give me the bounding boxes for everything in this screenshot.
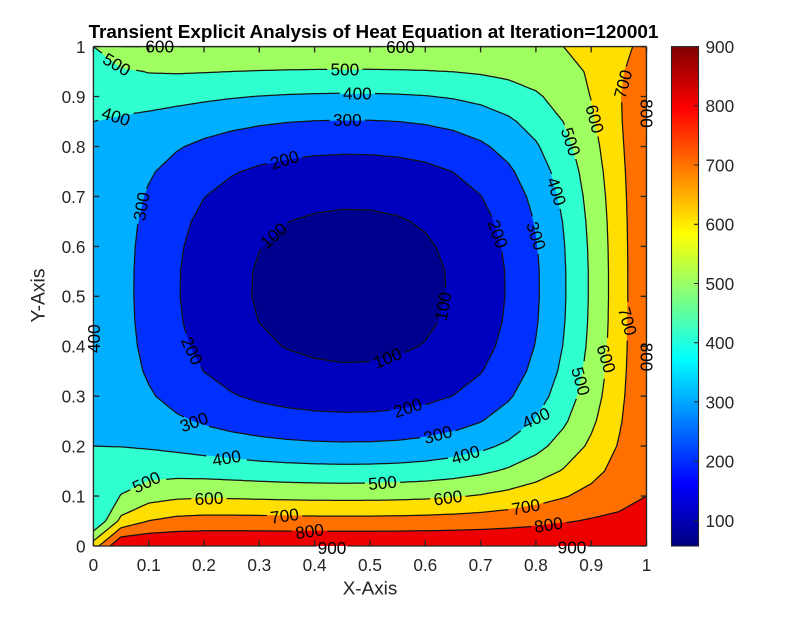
svg-text:0: 0 bbox=[76, 536, 86, 556]
svg-text:300: 300 bbox=[129, 191, 154, 223]
svg-text:0.4: 0.4 bbox=[62, 337, 86, 357]
svg-text:900: 900 bbox=[706, 37, 735, 57]
svg-text:0.5: 0.5 bbox=[358, 555, 382, 575]
svg-text:600: 600 bbox=[145, 37, 174, 57]
svg-text:X-Axis: X-Axis bbox=[343, 579, 398, 600]
svg-text:0.3: 0.3 bbox=[247, 555, 271, 575]
svg-text:0.5: 0.5 bbox=[62, 287, 86, 307]
svg-text:700: 700 bbox=[706, 155, 735, 175]
svg-text:400: 400 bbox=[84, 324, 104, 353]
svg-text:500: 500 bbox=[706, 274, 735, 294]
svg-text:900: 900 bbox=[318, 538, 347, 558]
svg-text:0.1: 0.1 bbox=[137, 555, 161, 575]
svg-text:0.8: 0.8 bbox=[524, 555, 548, 575]
svg-text:0.2: 0.2 bbox=[192, 555, 216, 575]
svg-text:600: 600 bbox=[706, 215, 735, 235]
svg-text:Y-Axis: Y-Axis bbox=[29, 269, 50, 323]
svg-text:900: 900 bbox=[558, 538, 587, 558]
svg-text:600: 600 bbox=[386, 37, 415, 57]
svg-text:1: 1 bbox=[642, 555, 652, 575]
svg-text:700: 700 bbox=[510, 494, 542, 519]
svg-text:0.9: 0.9 bbox=[579, 555, 603, 575]
svg-text:0: 0 bbox=[89, 555, 99, 575]
svg-text:0.7: 0.7 bbox=[62, 187, 86, 207]
svg-text:800: 800 bbox=[533, 513, 564, 537]
svg-text:600: 600 bbox=[194, 488, 224, 509]
svg-text:0.6: 0.6 bbox=[413, 555, 437, 575]
svg-text:800: 800 bbox=[294, 519, 325, 543]
svg-text:500: 500 bbox=[330, 59, 359, 79]
svg-text:200: 200 bbox=[706, 452, 735, 472]
svg-text:0.6: 0.6 bbox=[62, 237, 86, 257]
svg-text:800: 800 bbox=[706, 96, 735, 116]
svg-text:800: 800 bbox=[637, 99, 657, 128]
svg-text:Transient Explicit Analysis of: Transient Explicit Analysis of Heat Equa… bbox=[89, 22, 659, 43]
svg-text:0.9: 0.9 bbox=[62, 87, 86, 107]
svg-text:0.2: 0.2 bbox=[62, 437, 86, 457]
svg-text:100: 100 bbox=[706, 511, 735, 531]
svg-text:0.7: 0.7 bbox=[469, 555, 493, 575]
svg-text:600: 600 bbox=[432, 486, 463, 510]
svg-text:400: 400 bbox=[211, 446, 243, 471]
svg-text:0.8: 0.8 bbox=[62, 137, 86, 157]
svg-text:500: 500 bbox=[367, 472, 397, 494]
svg-text:400: 400 bbox=[343, 83, 372, 103]
svg-text:100: 100 bbox=[431, 290, 456, 322]
svg-text:0.3: 0.3 bbox=[62, 387, 86, 407]
svg-text:0.1: 0.1 bbox=[62, 487, 86, 507]
svg-text:300: 300 bbox=[706, 392, 735, 412]
svg-text:800: 800 bbox=[637, 343, 657, 372]
svg-text:400: 400 bbox=[706, 333, 735, 353]
svg-text:1: 1 bbox=[76, 37, 86, 57]
svg-text:300: 300 bbox=[333, 110, 362, 130]
svg-text:700: 700 bbox=[269, 504, 300, 528]
svg-text:0.4: 0.4 bbox=[303, 555, 327, 575]
